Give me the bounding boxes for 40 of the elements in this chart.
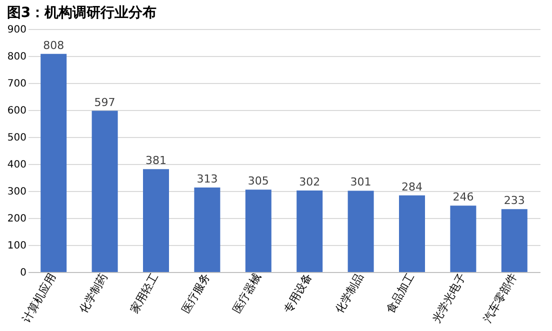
bar <box>296 190 323 272</box>
y-tick-label: 300 <box>7 186 26 198</box>
y-tick-label: 100 <box>7 240 26 252</box>
bar <box>348 190 374 272</box>
y-tick-label: 0 <box>20 268 26 278</box>
data-label: 301 <box>350 176 372 189</box>
data-label: 305 <box>248 174 269 188</box>
data-label: 284 <box>402 180 422 194</box>
x-tick-label: 汽车零部件 <box>480 271 520 326</box>
data-label: 233 <box>504 194 525 208</box>
bar <box>245 190 272 272</box>
x-tick-label: 化学制药 <box>76 271 110 316</box>
bar <box>450 206 476 272</box>
x-tick-label: 食品加工 <box>384 271 418 316</box>
bar <box>194 187 220 272</box>
x-tick-label: 医疗服务 <box>179 271 212 316</box>
data-label: 597 <box>94 96 116 109</box>
bar <box>92 110 118 272</box>
data-label: 381 <box>146 154 166 168</box>
x-tick-label: 家用轻工 <box>128 271 162 316</box>
y-tick-label: 700 <box>7 78 26 90</box>
y-tick-label: 800 <box>7 52 26 62</box>
y-tick-label: 500 <box>7 132 26 144</box>
y-tick-label: 900 <box>7 24 26 36</box>
bar <box>399 195 425 272</box>
x-tick-label: 专用设备 <box>282 271 315 316</box>
data-label: 808 <box>43 38 64 52</box>
chart-title: 图3：机构调研行业分布 <box>6 5 157 21</box>
x-tick-label: 化学制品 <box>332 271 366 316</box>
data-label: 313 <box>196 172 218 186</box>
y-tick-label: 200 <box>7 214 26 224</box>
data-label: 246 <box>452 190 474 204</box>
x-tick-label: 光学光电子 <box>430 271 468 326</box>
bar <box>40 54 67 272</box>
bar <box>143 169 169 272</box>
bar <box>501 209 528 272</box>
x-tick-label: 医疗器械 <box>230 271 264 316</box>
y-tick-label: 400 <box>7 160 26 170</box>
y-tick-label: 600 <box>7 106 26 116</box>
data-label: 302 <box>299 175 320 188</box>
